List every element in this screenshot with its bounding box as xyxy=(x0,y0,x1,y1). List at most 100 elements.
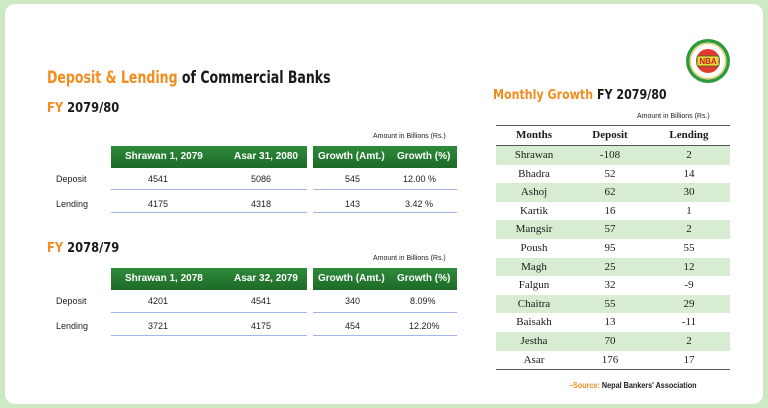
table1-row1-label: Deposit xyxy=(56,174,87,184)
table1-header-left: Shrawan 1, 2079 Asar 31, 2080 xyxy=(111,146,307,168)
deposit-cell: 95 xyxy=(604,242,616,254)
unit-note-2: Amount in Billions (Rs.) xyxy=(373,255,446,262)
monthly-header-row: Months Deposit Lending xyxy=(496,126,730,145)
page-title: Deposit & Lending of Commercial Banks xyxy=(47,68,331,88)
table2-row2-label: Lending xyxy=(56,321,89,331)
monthly-row: Bhadra 52 14 xyxy=(496,165,730,184)
table2-row2-val3: 454 xyxy=(345,321,361,331)
title-rest: of Commercial Banks xyxy=(177,68,331,88)
table2-col4-header: Growth (%) xyxy=(397,273,451,284)
month-cell: Chaitra xyxy=(517,297,551,310)
fy-year-1: 2079/80 xyxy=(67,100,120,116)
table1-row1-val1: 4541 xyxy=(148,174,169,184)
table1-row2-val3: 143 xyxy=(345,199,361,209)
row-divider xyxy=(111,189,307,190)
source-prefix: –Source: xyxy=(569,380,600,390)
month-cell: Ashoj xyxy=(520,186,548,199)
table2-row1-val2: 4541 xyxy=(251,296,272,306)
table1-col3-header: Growth (Amt.) xyxy=(318,151,385,162)
fy-label-1: FY 2079/80 xyxy=(47,100,119,116)
deposit-cell: 13 xyxy=(604,316,616,329)
deposit-cell: 52 xyxy=(604,167,616,180)
fy-prefix-1: FY xyxy=(47,100,64,116)
table2-header-left: Shrawan 1, 2078 Asar 32, 2079 xyxy=(111,268,307,290)
fy-prefix-2: FY xyxy=(47,240,64,256)
monthly-row: Magh 25 12 xyxy=(496,257,730,277)
lending-cell: 30 xyxy=(683,186,695,199)
monthly-unit-note: Amount in Billions (Rs.) xyxy=(637,113,710,120)
months-header: Months xyxy=(515,129,553,141)
table2-col3-header: Growth (Amt.) xyxy=(318,273,385,284)
source-text: Nepal Bankers' Association xyxy=(599,380,697,390)
table1-row2-val2: 4318 xyxy=(251,199,272,209)
logo-text: NBA xyxy=(699,57,717,66)
table2-row2-val1: 3721 xyxy=(148,321,169,331)
header-rule xyxy=(496,145,730,146)
lending-cell: -11 xyxy=(681,316,697,329)
table1-row1-val4: 12.00 % xyxy=(403,174,437,184)
table1-col4-header: Growth (%) xyxy=(397,151,451,162)
deposit-cell: 62 xyxy=(604,186,616,199)
monthly-row: Ashoj 62 30 xyxy=(496,183,730,202)
table2-row1-val1: 4201 xyxy=(148,296,169,306)
lending-cell: 55 xyxy=(683,242,695,254)
monthly-row: Falgun 32 -9 xyxy=(496,276,730,295)
table2-row1-label: Deposit xyxy=(56,296,87,306)
monthly-row: Shrawan -108 2 xyxy=(496,146,730,165)
month-cell: Bhadra xyxy=(518,167,550,180)
deposit-cell: 32 xyxy=(604,279,616,292)
unit-note-1: Amount in Billions (Rs.) xyxy=(373,133,446,140)
table1-col1-header: Shrawan 1, 2079 xyxy=(125,151,203,162)
title-highlight: Deposit & Lending xyxy=(47,68,178,88)
row-divider xyxy=(111,212,307,213)
month-cell: Poush xyxy=(520,242,548,254)
row-divider xyxy=(111,312,307,313)
deposit-cell: 25 xyxy=(604,260,616,273)
row-divider xyxy=(313,212,457,213)
month-cell: Magh xyxy=(521,260,547,273)
month-cell: Kartik xyxy=(519,204,549,217)
table2-row1-val3: 340 xyxy=(345,296,361,306)
lending-cell: 2 xyxy=(686,223,692,236)
row-divider xyxy=(111,335,307,336)
deposit-cell: 57 xyxy=(604,223,616,236)
month-cell: Shrawan xyxy=(514,149,554,161)
deposit-cell: 16 xyxy=(604,204,616,217)
lending-cell: 2 xyxy=(686,335,692,347)
deposit-cell: 70 xyxy=(604,335,616,347)
month-cell: Falgun xyxy=(518,279,550,292)
table1-row1-val2: 5086 xyxy=(251,174,272,184)
lending-cell: 14 xyxy=(683,167,695,180)
deposit-header: Deposit xyxy=(592,129,628,141)
month-cell: Mangsir xyxy=(515,223,553,236)
nba-logo: NBA xyxy=(686,39,730,83)
table2-col1-header: Shrawan 1, 2078 xyxy=(125,273,203,284)
monthly-row: Kartik 16 1 xyxy=(496,202,730,221)
lending-cell: 29 xyxy=(683,297,695,310)
table1-header-right: Growth (Amt.) Growth (%) xyxy=(313,146,457,168)
fy-label-2: FY 2078/79 xyxy=(47,240,119,256)
table1-row2-val1: 4175 xyxy=(148,199,169,209)
table2-row2-val2: 4175 xyxy=(251,321,272,331)
monthly-row: Poush 95 55 xyxy=(496,239,730,258)
deposit-cell: -108 xyxy=(599,149,621,161)
lending-cell: 17 xyxy=(683,353,695,366)
table1-row1-val3: 545 xyxy=(345,174,361,184)
monthly-row: Asar 176 17 xyxy=(496,351,730,370)
monthly-row: Mangsir 57 2 xyxy=(496,220,730,239)
table1-col2-header: Asar 31, 2080 xyxy=(234,151,298,162)
monthly-row: Baisakh 13 -11 xyxy=(496,313,730,332)
table-top-rule xyxy=(496,125,730,126)
monthly-row: Jestha 70 2 xyxy=(496,332,730,351)
table2-row2-val4: 12.20% xyxy=(409,321,440,331)
lending-header: Lending xyxy=(669,129,709,141)
row-divider xyxy=(313,312,457,313)
deposit-cell: 176 xyxy=(601,353,619,366)
month-cell: Jestha xyxy=(520,335,548,347)
monthly-row: Chaitra 55 29 xyxy=(496,294,730,314)
table2-col2-header: Asar 32, 2079 xyxy=(234,273,298,284)
table2-header-right: Growth (Amt.) Growth (%) xyxy=(313,268,457,290)
row-divider xyxy=(313,189,457,190)
lending-cell: 12 xyxy=(683,260,695,273)
fy-year-2: 2078/79 xyxy=(67,240,120,256)
